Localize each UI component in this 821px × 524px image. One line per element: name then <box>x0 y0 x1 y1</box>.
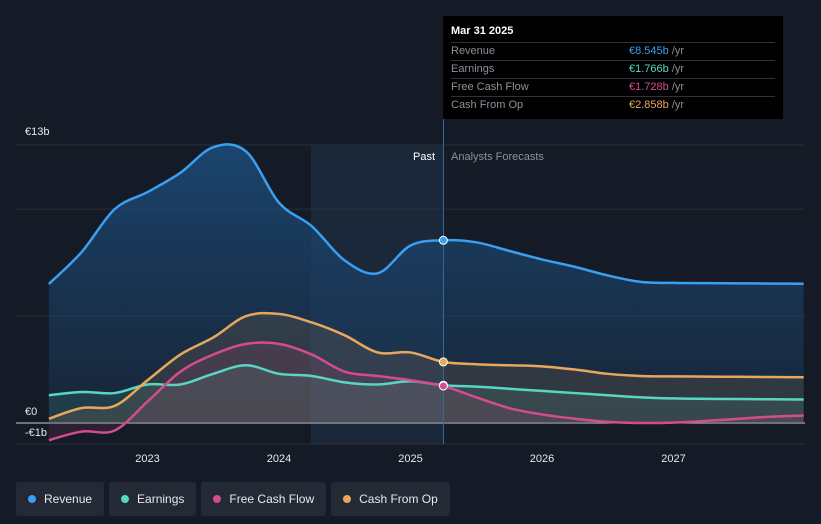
tooltip-unit: /yr <box>671 99 685 111</box>
legend-dot-icon <box>213 495 222 503</box>
legend-label: Cash From Op <box>359 492 438 506</box>
tooltip-unit: /yr <box>671 81 685 93</box>
x-tick-label: 2024 <box>267 453 291 465</box>
marker-revenue <box>438 235 448 245</box>
x-tick-label: 2025 <box>398 453 422 465</box>
line-revenue <box>48 143 804 286</box>
tooltip-value: €8.545b <box>629 45 669 57</box>
tooltip-value: €1.728b <box>629 81 669 93</box>
marker-cash-from-op <box>438 357 448 367</box>
tooltip-unit: /yr <box>671 63 685 75</box>
tooltip-row-cash-from-op: Cash From Op €2.858b /yr <box>451 96 775 114</box>
legend-dot-icon <box>121 495 130 503</box>
line-free-cash-flow <box>48 341 804 442</box>
tooltip-label: Earnings <box>451 63 495 75</box>
tooltip-label: Revenue <box>451 45 496 57</box>
tooltip-value-block: €8.545b /yr <box>629 43 684 59</box>
past-label: Past <box>413 151 435 163</box>
y-tick-label-min: -€1b <box>25 427 47 439</box>
tooltip: Mar 31 2025 Revenue €8.545b /yr Earnings… <box>443 16 783 119</box>
line-cash-from-op <box>48 311 804 420</box>
tooltip-row-earnings: Earnings €1.766b /yr <box>451 60 775 78</box>
tooltip-row-free-cash-flow: Free Cash Flow €1.728b /yr <box>451 78 775 96</box>
x-tick-label: 2023 <box>135 453 159 465</box>
tooltip-label: Free Cash Flow <box>451 81 529 93</box>
legend-label: Revenue <box>44 492 93 506</box>
forecast-label: Analysts Forecasts <box>451 151 544 163</box>
tooltip-row-revenue: Revenue €8.545b /yr <box>451 42 775 60</box>
legend-item-revenue[interactable]: Revenue <box>16 482 105 516</box>
area-revenue <box>48 144 804 423</box>
tooltip-label: Cash From Op <box>451 99 524 111</box>
legend-item-free-cash-flow[interactable]: Free Cash Flow <box>201 482 327 516</box>
y-tick-label-zero: €0 <box>25 406 37 418</box>
tooltip-value-block: €1.728b /yr <box>629 79 684 95</box>
legend: Revenue Earnings Free Cash Flow Cash Fro… <box>16 482 450 516</box>
x-tick-label: 2027 <box>661 453 685 465</box>
tooltip-value-block: €2.858b /yr <box>629 97 684 113</box>
tooltip-value-block: €1.766b /yr <box>629 61 684 77</box>
area-earnings <box>48 365 804 423</box>
tooltip-unit: /yr <box>671 45 685 57</box>
marker-free-cash-flow <box>438 381 448 391</box>
x-tick-label: 2026 <box>530 453 554 465</box>
tooltip-value: €1.766b <box>629 63 669 75</box>
legend-item-earnings[interactable]: Earnings <box>109 482 197 516</box>
legend-label: Free Cash Flow <box>229 492 315 506</box>
legend-dot-icon <box>343 495 352 503</box>
legend-item-cash-from-op[interactable]: Cash From Op <box>331 482 450 516</box>
legend-label: Earnings <box>137 492 185 506</box>
tooltip-value: €2.858b <box>629 99 669 111</box>
y-tick-label-top: €13b <box>25 126 49 138</box>
legend-dot-icon <box>28 495 36 503</box>
tooltip-date: Mar 31 2025 <box>451 25 514 37</box>
